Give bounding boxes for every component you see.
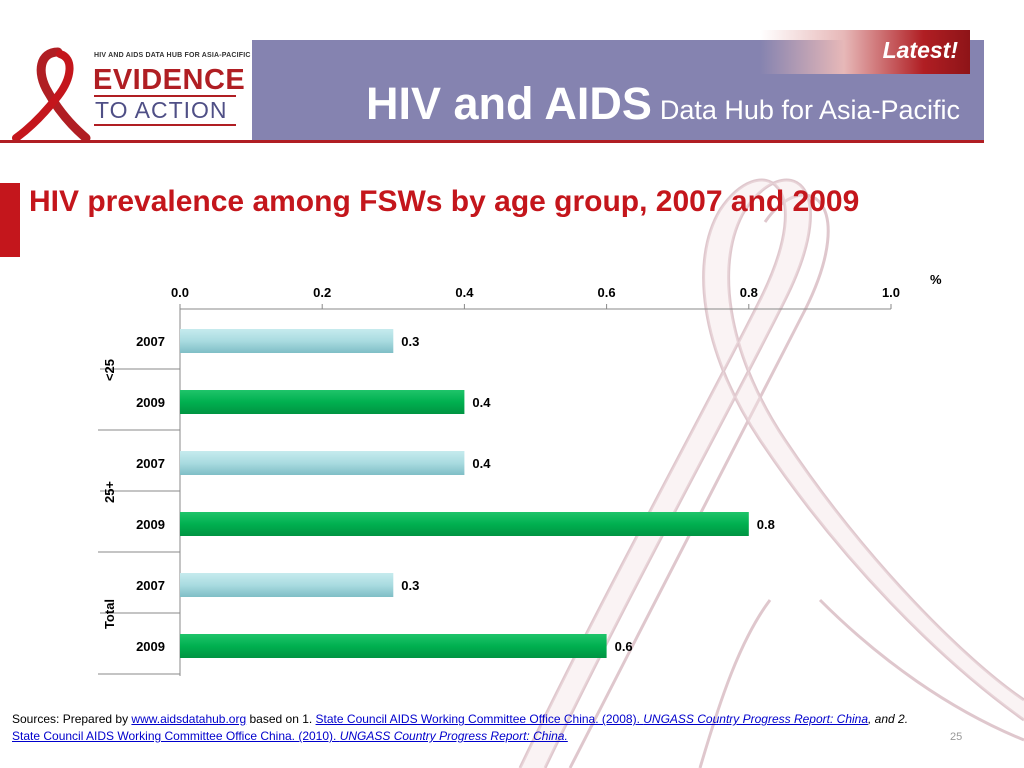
bar-Total-2009 (180, 634, 607, 658)
slide-title: HIV prevalence among FSWs by age group, … (29, 185, 860, 218)
sources-note: Sources: Prepared by www.aidsdatahub.org… (12, 711, 912, 745)
latest-badge: Latest! (760, 30, 970, 74)
data-label: 0.3 (401, 578, 419, 593)
source-2008-text: State Council AIDS Working Committee Off… (315, 712, 644, 726)
latest-text: Latest! (882, 37, 958, 63)
category-label: 2007 (136, 578, 165, 593)
source-link-2010[interactable]: State Council AIDS Working Committee Off… (12, 729, 568, 743)
x-tick-label: 0.6 (598, 285, 616, 300)
category-label: 2009 (136, 395, 165, 410)
sources-mid2: , and 2. (868, 712, 909, 726)
data-label: 0.6 (615, 639, 633, 654)
sources-prefix: Sources: Prepared by (12, 712, 132, 726)
header-title-sub: Data Hub for Asia-Pacific (659, 95, 960, 125)
bar-Total-2007 (180, 573, 394, 597)
data-label: 0.4 (472, 456, 491, 471)
category-label: 2009 (136, 639, 165, 654)
logo-rule (94, 124, 236, 126)
x-tick-label: 0.0 (171, 285, 189, 300)
red-ribbon-icon (12, 47, 91, 140)
data-label: 0.8 (757, 517, 775, 532)
source-2010-title: UNGASS Country Progress Report: China. (339, 729, 568, 743)
group-label: 25+ (102, 481, 117, 503)
bar-<25-2007 (180, 329, 394, 353)
header-title: HIV and AIDS Data Hub for Asia-Pacific (366, 78, 960, 130)
page-number: 25 (950, 731, 963, 743)
sources-mid1: based on 1. (246, 712, 316, 726)
header-banner: HIV AND AIDS DATA HUB FOR ASIA-PACIFIC E… (0, 40, 984, 143)
x-tick-label: 0.8 (740, 285, 758, 300)
x-tick-label: 1.0 (882, 285, 900, 300)
group-label: Total (102, 599, 117, 629)
data-label: 0.4 (472, 395, 491, 410)
logo-to-action: TO ACTION (95, 97, 228, 123)
data-label: 0.3 (401, 334, 419, 349)
aidsdatahub-link[interactable]: www.aidsdatahub.org (131, 712, 247, 726)
header-title-main: HIV and AIDS (366, 78, 652, 129)
x-tick-label: 0.4 (455, 285, 474, 300)
bar-<25-2009 (180, 390, 465, 414)
source-2008-title: UNGASS Country Progress Report: China (643, 712, 869, 726)
logo-rule (94, 95, 236, 97)
unit-label: % (930, 272, 942, 287)
source-2010-text: State Council AIDS Working Committee Off… (12, 729, 340, 743)
bar-25+-2007 (180, 451, 465, 475)
group-label: <25 (102, 359, 117, 381)
category-label: 2007 (136, 456, 165, 471)
logo-tagline: HIV AND AIDS DATA HUB FOR ASIA-PACIFIC (94, 52, 251, 59)
x-tick-label: 0.2 (313, 285, 331, 300)
bar-25+-2009 (180, 512, 749, 536)
title-accent-bar (0, 183, 20, 257)
category-label: 2009 (136, 517, 165, 532)
source-link-2008[interactable]: State Council AIDS Working Committee Off… (316, 712, 868, 726)
logo: HIV AND AIDS DATA HUB FOR ASIA-PACIFIC E… (0, 40, 252, 140)
category-label: 2007 (136, 334, 165, 349)
logo-evidence: EVIDENCE (93, 64, 246, 96)
